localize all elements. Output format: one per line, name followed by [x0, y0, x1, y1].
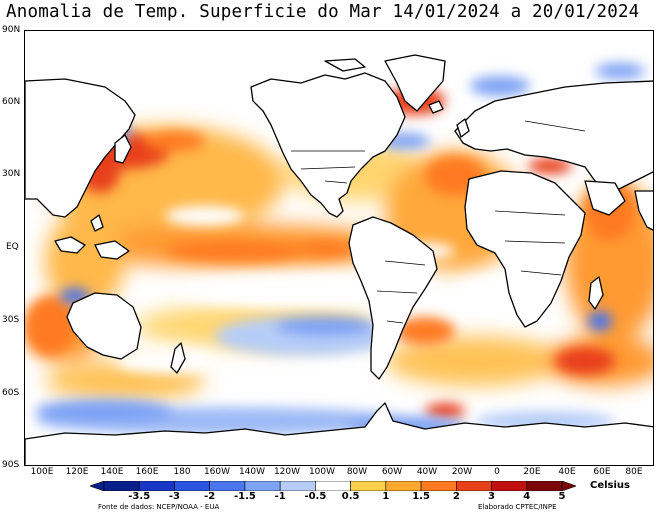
colorbar-label: 1.5 — [412, 491, 430, 502]
asia-west — [25, 78, 136, 218]
credit: Elaborado CPTEC/INPE — [478, 503, 557, 511]
colorbar-label: 2 — [452, 491, 460, 502]
africa — [464, 170, 586, 328]
colorbar-label: 3 — [488, 491, 496, 502]
lon-label-140w: 140W — [238, 467, 266, 477]
colorbar-label: 0.5 — [341, 491, 360, 502]
north-america — [250, 72, 406, 218]
lat-label-30s: 30S — [2, 315, 20, 325]
lon-label-160e: 160E — [135, 467, 159, 477]
colorbar-label: 5 — [558, 491, 566, 502]
colorbar-segment — [103, 481, 140, 491]
lon-label-40e: 40E — [558, 467, 576, 477]
lat-label-30n: 30N — [2, 169, 21, 179]
lon-label-100e: 100E — [30, 467, 54, 477]
map-title: Anomalia de Temp. Superficie do Mar 14/0… — [6, 2, 640, 22]
colorbar — [90, 481, 576, 491]
colorbar-label: -1 — [274, 491, 286, 502]
lon-label-80e: 80E — [625, 467, 643, 477]
australia — [66, 292, 142, 360]
colorbar-unit: Celsius — [590, 480, 630, 491]
colorbar-segment — [138, 481, 175, 491]
lon-label-20w: 20W — [451, 467, 473, 477]
colorbar-segment — [456, 481, 492, 491]
colorbar-segment — [491, 481, 528, 491]
land-masses — [25, 54, 653, 465]
colorbar-segment — [315, 481, 351, 491]
lon-label-20e: 20E — [523, 467, 541, 477]
colorbar-label: -0.5 — [304, 491, 327, 502]
sst-anomaly-map — [24, 30, 654, 466]
lat-label-60s: 60S — [2, 388, 20, 398]
colorbar-segment — [209, 481, 246, 491]
colorbar-left-arrow — [90, 481, 105, 491]
colorbar-right-arrow — [561, 481, 576, 491]
lat-label-eq: EQ — [6, 242, 19, 252]
lon-label-120e: 120E — [65, 467, 89, 477]
anomaly-field — [25, 63, 653, 436]
colorbar-segment — [526, 481, 563, 491]
lat-label-90n: 90N — [2, 25, 21, 35]
antarctica — [25, 402, 653, 465]
lon-label-160w: 160W — [203, 467, 231, 477]
colorbar-segment — [244, 481, 281, 491]
data-source: Fonte de dados: NCEP/NOAA - EUA — [98, 503, 220, 511]
lon-label-140e: 140E — [100, 467, 124, 477]
colorbar-label: -3.5 — [128, 491, 151, 502]
lon-label-60w: 60W — [381, 467, 403, 477]
colorbar-segment — [350, 481, 387, 491]
south-america — [348, 216, 438, 380]
lat-label-60n: 60N — [2, 97, 21, 107]
lon-label-60e: 60E — [593, 467, 611, 477]
colorbar-segment — [420, 481, 457, 491]
colorbar-segment — [174, 481, 210, 491]
colorbar-label: -3 — [168, 491, 181, 502]
lon-label-180: 180 — [173, 467, 191, 477]
greenland — [384, 54, 446, 112]
lon-label-80w: 80W — [346, 467, 368, 477]
colorbar-label: 4 — [523, 491, 531, 502]
lon-label-40w: 40W — [416, 467, 438, 477]
colorbar-label: 1 — [382, 491, 390, 502]
colorbar-segment — [385, 481, 422, 491]
country-borders — [291, 120, 586, 324]
colorbar-label: -2 — [204, 491, 216, 502]
lat-label-90s: 90S — [2, 460, 20, 470]
lon-label-120w: 120W — [273, 467, 301, 477]
colorbar-segment — [279, 481, 316, 491]
lon-label-0: 0 — [494, 467, 500, 477]
colorbar-label: -1.5 — [233, 491, 256, 502]
lon-label-100w: 100W — [308, 467, 336, 477]
